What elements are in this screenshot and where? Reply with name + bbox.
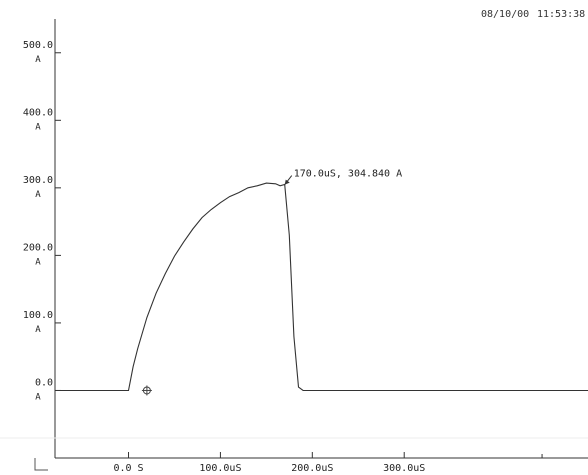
y-tick-value: 200.0 <box>23 242 53 253</box>
y-tick-value: 500.0 <box>23 40 53 51</box>
series-line-0 <box>55 182 588 392</box>
y-tick-unit: A <box>35 257 41 267</box>
header-time: 11:53:38 <box>537 9 586 20</box>
x-tick-label: 200.0uS <box>291 463 333 474</box>
x-axis-ticks: 0.0 S 100.0uS 200.0uS 300.0uS <box>113 452 543 474</box>
y-tick-unit: A <box>35 325 41 335</box>
annotation-arrowhead <box>284 179 290 185</box>
annotation-label: 170.0uS, 304.840 A <box>294 169 402 180</box>
x-tick-label: 0.0 S <box>113 463 143 474</box>
y-tick-unit: A <box>35 55 41 65</box>
series-group <box>55 182 588 392</box>
y-tick-value: 100.0 <box>23 310 53 321</box>
cursor-marker-icon <box>141 385 152 396</box>
plot-frame <box>0 19 588 471</box>
x-tick-label: 300.0uS <box>383 463 425 474</box>
annotation-group: 170.0uS, 304.840 A <box>141 169 402 396</box>
y-tick-unit: A <box>35 122 41 132</box>
y-tick-unit: A <box>35 392 41 402</box>
corner-bracket <box>34 458 48 471</box>
header-date: 08/10/00 <box>481 9 530 20</box>
y-tick-value: 400.0 <box>23 107 53 118</box>
x-tick-label: 100.0uS <box>199 463 241 474</box>
y-tick-unit: A <box>35 190 41 200</box>
y-tick-value: 300.0 <box>23 175 53 186</box>
y-tick-value: 0.0 <box>35 377 53 388</box>
